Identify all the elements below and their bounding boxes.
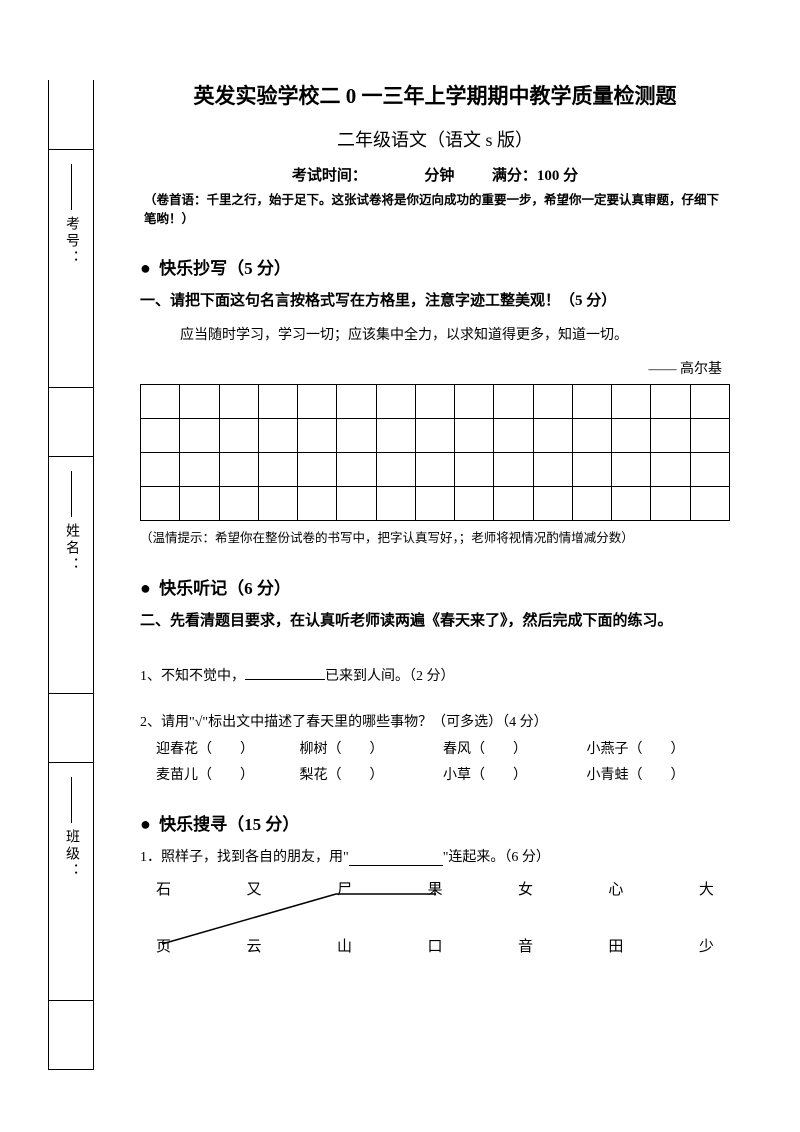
underline-blank [349,850,443,866]
char: 山 [337,935,352,956]
s1-suffix: 已来到人间。（2 分） [325,669,455,684]
quote-author: —— 高尔基 [140,358,730,378]
question-2: 二、先看清题目要求，在认真听老师读两遍《春天来了》，然后完成下面的练习。 [140,609,730,630]
subtitle: 二年级语文（语文 s 版） [140,126,730,152]
char: 又 [246,878,261,899]
question-1: 一、请把下面这句名言按格式写在方格里，注意字迹工整美观！（5 分） [140,289,730,310]
q1-suffix: "连起来。（6 分） [443,850,550,865]
char: 石 [156,878,171,899]
section-3-q1: 1．照样子，找到各自的朋友，用" "连起来。（6 分） [140,845,730,872]
sidebar-line: 班级： [48,763,94,1000]
option[interactable]: 小燕子（ ） [587,737,731,764]
section-1-title: 快乐抄写（5 分） [159,259,291,278]
bullet-icon: ● [140,578,151,598]
option[interactable]: 春风（ ） [443,737,587,764]
char-row-top: 石 又 尸 果 女 心 大 [140,878,730,899]
matching-area[interactable]: 石 又 尸 果 女 心 大 页 云 山 口 音 田 少 [140,878,730,956]
char: 尸 [337,878,352,899]
char: 页 [156,935,171,956]
sub-question-2: 2、请用"√"标出文中描述了春天里的哪些事物？（可多选）（4 分） [140,710,730,737]
char: 云 [246,935,261,956]
name-label: 姓名： [61,523,81,574]
preface-text: （卷首语：千里之行，始于足下。这张试卷将是你迈向成功的重要一步，希望你一定要认真… [140,191,730,230]
q1-prefix: 1．照样子，找到各自的朋友，用" [140,850,349,865]
fill-line [71,471,72,517]
page-title: 英发实验学校二 0 一三年上学期期中教学质量检测题 [140,80,730,110]
sidebar-box [48,693,94,763]
s1-prefix: 1、不知不觉中， [140,669,245,684]
binding-sidebar: 考号： 姓名： 班级： [48,80,94,1070]
char-row-bottom: 页 云 山 口 音 田 少 [140,935,730,956]
char: 大 [699,878,714,899]
bullet-icon: ● [140,814,151,834]
options-row-1: 迎春花（ ） 柳树（ ） 春风（ ） 小燕子（ ） [140,737,730,764]
option[interactable]: 梨花（ ） [300,763,444,790]
writing-grid[interactable] [140,384,730,521]
options-row-2: 麦苗儿（ ） 梨花（ ） 小草（ ） 小青蛙（ ） [140,763,730,790]
option[interactable]: 迎春花（ ） [156,737,300,764]
section-3-header: ● 快乐搜寻（15 分） [140,810,730,835]
sidebar-box [48,1000,94,1070]
quote-text: 应当随时学习，学习一切；应该集中全力，以求知道得更多，知道一切。 [180,324,730,348]
exam-time-unit: 分钟 [424,168,454,184]
char: 女 [518,878,533,899]
option[interactable]: 柳树（ ） [300,737,444,764]
exam-no-label: 考号： [61,216,81,267]
section-3-title: 快乐搜寻（15 分） [159,815,299,834]
option[interactable]: 小青蛙（ ） [587,763,731,790]
fill-line [71,164,72,210]
sidebar-line: 姓名： [48,457,94,694]
class-label: 班级： [61,829,81,880]
sidebar-box [48,387,94,457]
char: 少 [699,935,714,956]
sidebar-box [48,80,94,150]
fill-line [71,777,72,823]
sub-question-1: 1、不知不觉中， 已来到人间。（2 分） [140,664,730,691]
char: 田 [608,935,623,956]
section-1-header: ● 快乐抄写（5 分） [140,254,730,279]
bullet-icon: ● [140,258,151,278]
fill-blank[interactable] [245,666,325,680]
char: 心 [608,878,623,899]
exam-meta: 考试时间： 分钟 满分：100 分 [140,164,730,185]
full-score: 100 分 [537,168,578,184]
char: 果 [427,878,442,899]
char: 音 [518,935,533,956]
tip-text: （温情提示：希望你在整份试卷的书写中，把字认真写好，；老师将视情况酌情增减分数） [140,527,730,546]
option[interactable]: 麦苗儿（ ） [156,763,300,790]
section-2-header: ● 快乐听记（6 分） [140,574,730,599]
char: 口 [427,935,442,956]
option[interactable]: 小草（ ） [443,763,587,790]
full-score-label: 满分： [492,168,537,184]
sidebar-line: 考号： [48,150,94,387]
main-content: 英发实验学校二 0 一三年上学期期中教学质量检测题 二年级语文（语文 s 版） … [140,80,730,956]
exam-time-label: 考试时间： [292,168,367,184]
section-2-title: 快乐听记（6 分） [159,579,291,598]
